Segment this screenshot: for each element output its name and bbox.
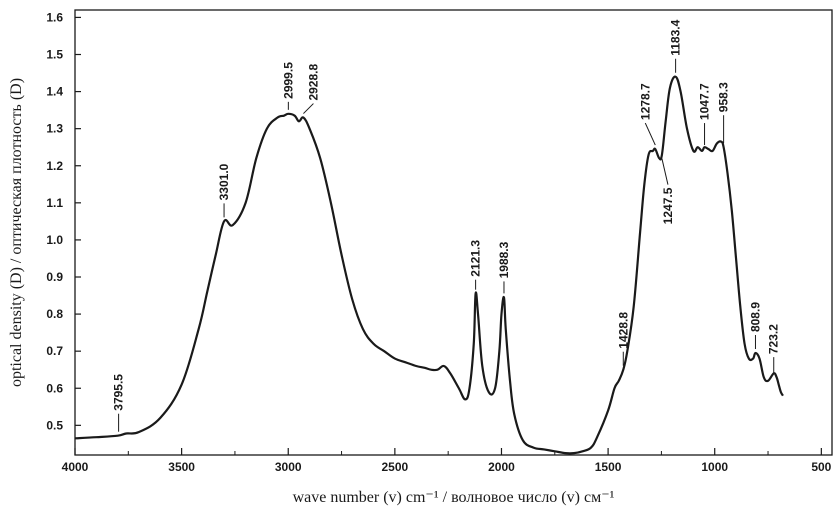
y-tick-label: 1.0 <box>46 233 63 247</box>
x-tick-label: 2000 <box>488 460 515 474</box>
y-axis-label: optical density (D) / оптическая плотнос… <box>8 78 25 387</box>
peak-label: 1183.4 <box>669 19 683 55</box>
y-tick-label: 1.1 <box>46 196 63 210</box>
y-tick-label: 0.9 <box>46 270 63 284</box>
y-tick-label: 0.8 <box>46 307 63 321</box>
chart-axes: 0.5 0.6 0.7 0.8 0.9 1.0 1.1 1.2 1.3 1.4 1.5 1.6 4000… <box>46 9 833 474</box>
peak-annotation: 723.2 <box>767 324 781 374</box>
plot-frame <box>74 9 833 456</box>
x-tick-label: 4000 <box>62 460 89 474</box>
peak-label: 1047.7 <box>698 83 712 120</box>
x-tick-label: 3000 <box>275 460 302 474</box>
peak-label: 3795.5 <box>112 374 126 411</box>
peak-label: 723.2 <box>767 324 781 354</box>
x-axis-label: wave number (v) cm⁻¹ / волновое число (v… <box>293 489 615 506</box>
x-tick-label: 3500 <box>168 460 195 474</box>
peak-label: 3301.0 <box>217 163 231 200</box>
peak-leader-line <box>661 158 669 185</box>
peak-leader-line <box>644 122 656 146</box>
peak-label: 808.9 <box>748 302 762 332</box>
peak-label: 1988.3 <box>497 241 511 278</box>
x-tick-label: 1000 <box>701 460 728 474</box>
y-tick-label: 0.6 <box>46 381 63 395</box>
y-tick-label: 1.2 <box>46 159 63 173</box>
peak-annotation: 808.9 <box>748 302 762 350</box>
peak-label: 2928.8 <box>306 64 320 101</box>
peak-label: 958.3 <box>717 82 731 112</box>
y-tick-label: 1.5 <box>46 48 63 62</box>
peak-leader-line <box>303 103 314 114</box>
peak-label: 1247.5 <box>661 187 675 224</box>
peak-label: 1278.7 <box>638 83 652 120</box>
y-tick-label: 1.4 <box>46 85 63 99</box>
plot-area <box>75 75 784 455</box>
peak-annotation: 2928.8 <box>303 64 320 114</box>
peak-annotation: 1988.3 <box>497 241 511 294</box>
x-tick-label: 1500 <box>595 460 622 474</box>
peak-annotation: 3301.0 <box>217 163 231 218</box>
peak-annotation: 1183.4 <box>669 19 683 73</box>
x-tick-label: 500 <box>811 460 831 474</box>
peak-annotations: 3795.5 3301.0 2999.5 2928.8 2121.3 1988.3 1428… <box>112 19 781 432</box>
peak-annotation: 1247.5 <box>661 158 675 224</box>
peak-annotation: 1428.8 <box>616 312 630 366</box>
peak-label: 2121.3 <box>469 240 483 277</box>
peak-label: 1428.8 <box>616 312 630 349</box>
peak-annotation: 1047.7 <box>698 83 712 146</box>
peak-annotation: 958.3 <box>717 82 731 144</box>
y-tick-label: 1.6 <box>46 10 63 24</box>
y-tick-label: 1.3 <box>46 122 63 136</box>
y-tick-label: 0.7 <box>46 344 63 358</box>
peak-annotation: 2999.5 <box>281 62 295 110</box>
spectrum-series-line <box>75 75 784 455</box>
x-tick-label: 2500 <box>382 460 409 474</box>
peak-annotation: 2121.3 <box>469 240 483 290</box>
y-tick-label: 0.5 <box>46 418 63 432</box>
peak-annotation: 1278.7 <box>638 83 656 146</box>
peak-annotation: 3795.5 <box>112 374 126 432</box>
peak-label: 2999.5 <box>281 62 295 99</box>
